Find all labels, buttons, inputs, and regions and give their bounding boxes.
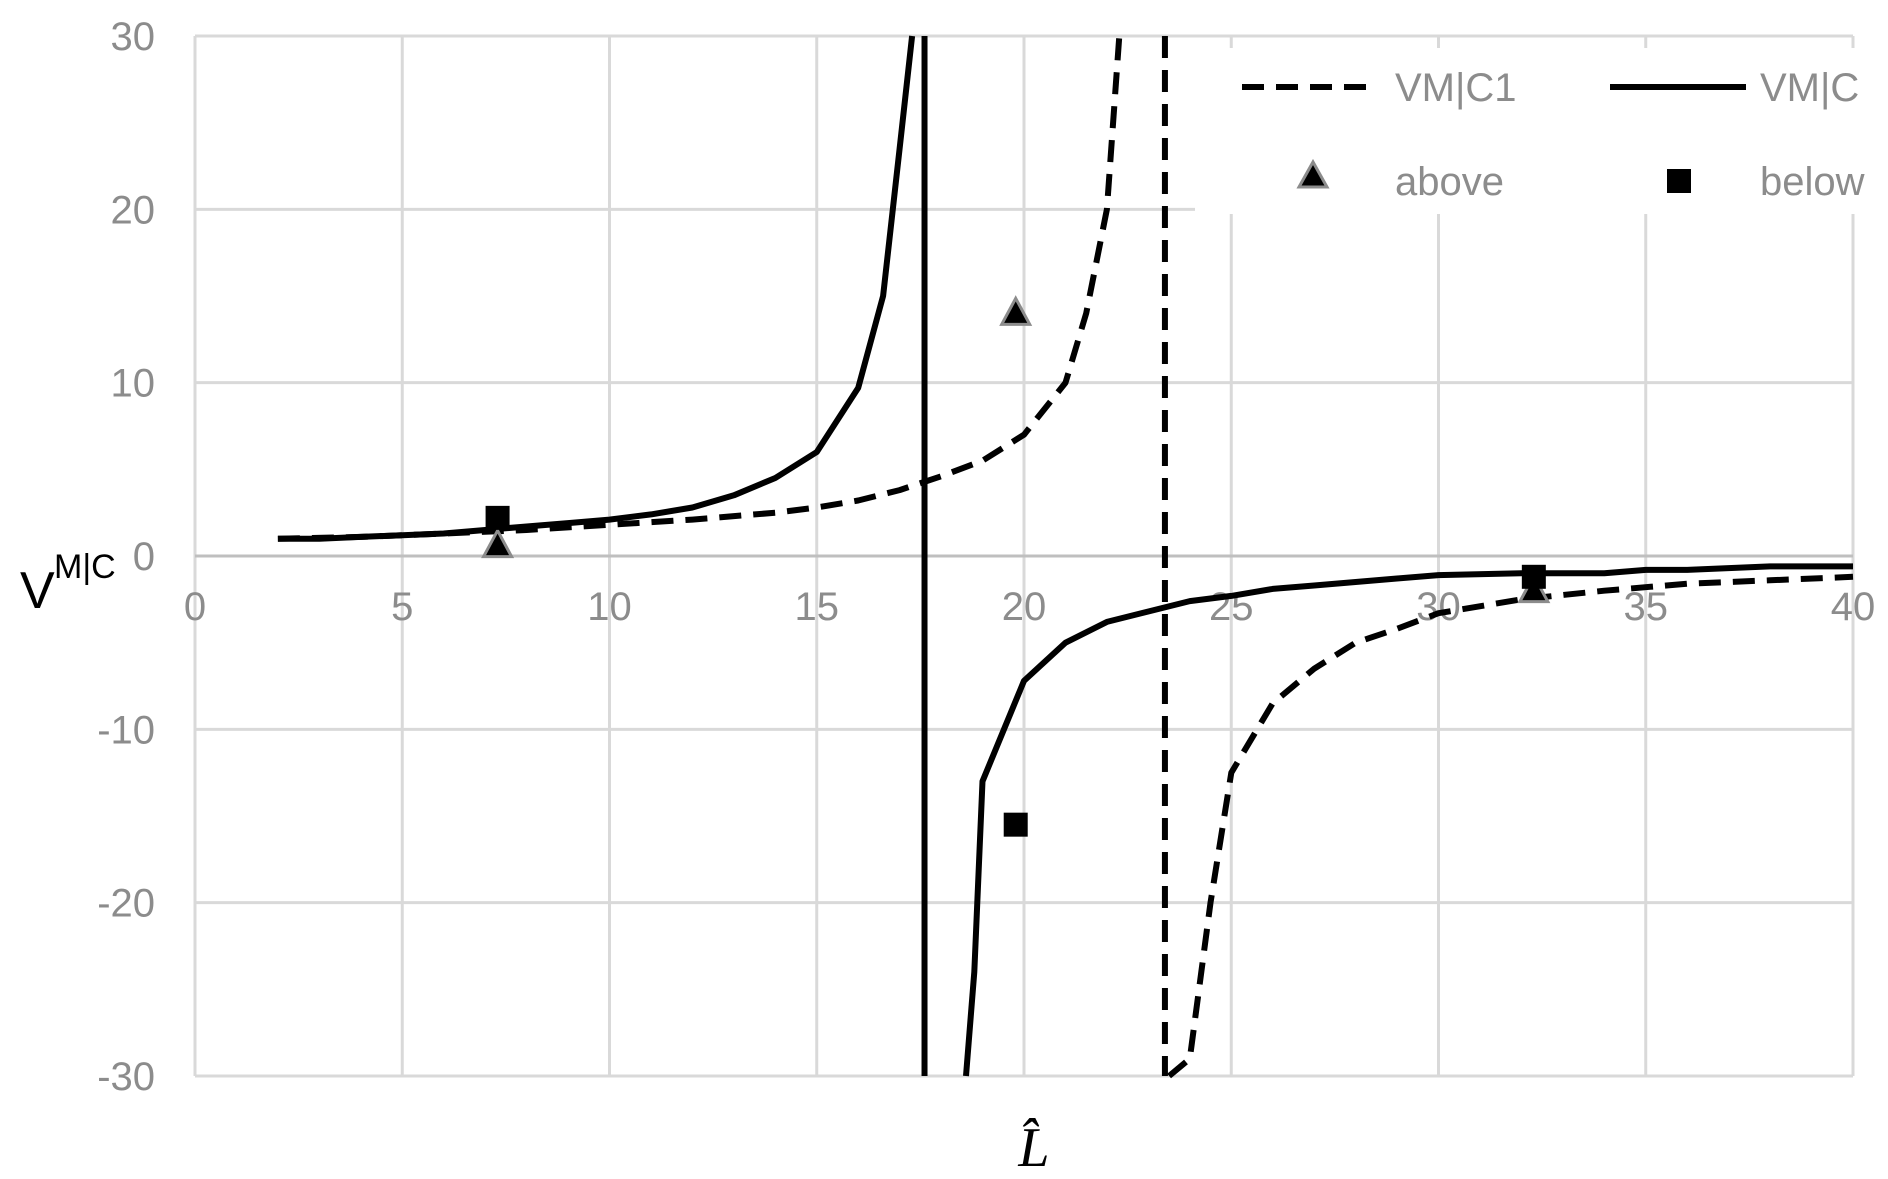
series-line-vm-c (277, 35, 916, 542)
series-lines (277, 35, 1854, 1079)
y-tick-label: -30 (97, 1055, 155, 1099)
x-tick-label: 40 (1831, 585, 1876, 629)
x-tick-label: 5 (391, 585, 413, 629)
point-below (1521, 564, 1546, 589)
series-line-vm-c1 (1167, 573, 1854, 1079)
y-tick-label: -10 (97, 708, 155, 752)
y-axis-title-subscript: M|C (54, 548, 116, 586)
legend-label-below: below (1760, 160, 1865, 204)
legend-swatch-above (1296, 158, 1330, 189)
x-tick-label: 30 (1416, 585, 1461, 629)
point-below (1003, 812, 1028, 837)
y-tick-label: 10 (111, 362, 156, 406)
x-tick-label: 10 (587, 585, 632, 629)
legend-label-vm-c: VM|C (1760, 66, 1859, 110)
point-above (481, 527, 515, 559)
y-axis-title: V M|C (20, 548, 116, 620)
y-axis-title-main: V (20, 562, 55, 620)
y-tick-label: -20 (97, 882, 155, 926)
scatter-markers (481, 295, 1551, 837)
x-tick-label: 35 (1624, 585, 1669, 629)
y-tick-label: 0 (133, 535, 155, 579)
x-tick-label: 15 (795, 585, 840, 629)
legend-label-above: above (1395, 160, 1504, 204)
x-tick-labels: 0 5 10 15 20 25 30 35 40 (184, 585, 1875, 629)
x-tick-label: 20 (1002, 585, 1047, 629)
legend-swatch-below (1667, 169, 1691, 193)
y-tick-label: 20 (111, 188, 156, 232)
x-axis-title: L̂ (1017, 1117, 1049, 1179)
point-below (485, 505, 510, 530)
y-tick-labels: -30 -20 -10 0 10 20 30 (97, 15, 155, 1099)
legend: VM|C1 VM|C above below (1195, 48, 1888, 214)
series-line-vm-c (963, 563, 1853, 1077)
legend-label-vm-c1: VM|C1 (1395, 66, 1517, 110)
asymptote-lines (921, 36, 1168, 1076)
x-tick-label: 0 (184, 585, 206, 629)
series-line-vm-c1 (277, 35, 1123, 542)
y-tick-label: 30 (111, 15, 156, 59)
point-above (999, 295, 1033, 326)
